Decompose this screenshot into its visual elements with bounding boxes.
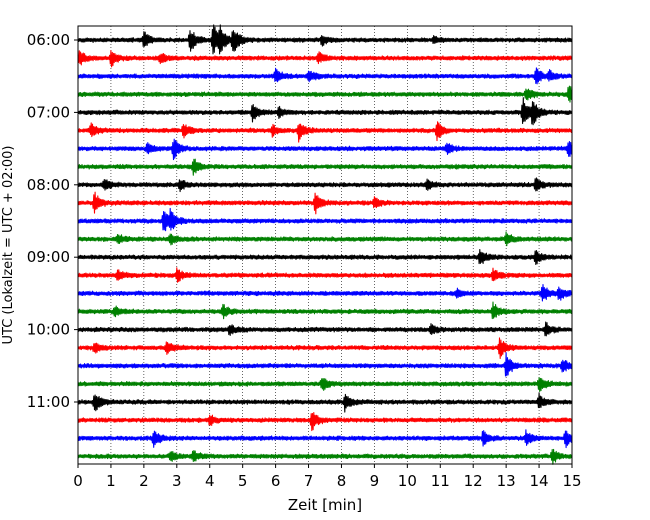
y-tick-label: 09:00 — [27, 248, 70, 266]
seismic-trace — [77, 448, 573, 465]
seismic-trace — [77, 231, 573, 247]
seismic-trace — [77, 24, 573, 55]
seismic-trace — [77, 85, 573, 103]
x-axis-label: Zeit [min] — [288, 496, 362, 514]
plot-frame — [77, 25, 573, 465]
seismic-trace — [77, 301, 573, 320]
seismic-trace — [77, 97, 573, 126]
x-tick-label: 9 — [370, 472, 380, 490]
seismic-trace — [77, 248, 573, 266]
seismic-trace — [77, 392, 573, 413]
y-tick-label: 10:00 — [27, 321, 70, 339]
y-tick-label: 07:00 — [27, 103, 70, 121]
seismic-trace — [77, 158, 573, 176]
y-tick-label: 11:00 — [27, 393, 70, 411]
x-tick-label: 7 — [304, 472, 314, 490]
x-tick-label: 2 — [139, 472, 149, 490]
x-tick-label: 15 — [562, 472, 581, 490]
seismic-trace — [77, 352, 573, 377]
y-tick-label: 08:00 — [27, 176, 70, 194]
y-axis: 06:00 07:00 08:00 09:00 10:00 11:00 — [27, 31, 78, 411]
seismic-trace — [77, 267, 573, 283]
x-tick-label: 6 — [271, 472, 281, 490]
trace-group — [77, 24, 573, 465]
x-tick-label: 1 — [106, 472, 116, 490]
seismic-trace — [77, 207, 573, 232]
y-tick-label: 06:00 — [27, 31, 70, 49]
x-tick-label: 4 — [205, 472, 215, 490]
x-tick-label: 14 — [530, 472, 549, 490]
x-tick-label: 11 — [431, 472, 450, 490]
vertical-grid — [110, 26, 540, 464]
seismic-trace — [77, 429, 573, 449]
seismic-trace — [77, 138, 573, 161]
seismic-trace — [77, 412, 573, 432]
seismic-trace — [77, 337, 573, 360]
x-tick-label: 3 — [172, 472, 182, 490]
x-tick-label: 8 — [337, 472, 347, 490]
seismic-trace — [77, 67, 573, 85]
seismic-trace — [77, 377, 573, 393]
seismic-trace — [77, 121, 573, 143]
seismic-trace — [77, 191, 573, 215]
x-tick-label: 12 — [464, 472, 483, 490]
y-axis-label: UTC (Lokalzeit = UTC + 02:00) — [1, 146, 16, 345]
seismic-trace — [77, 177, 573, 193]
x-tick-label: 5 — [238, 472, 248, 490]
x-tick-label: 13 — [497, 472, 516, 490]
x-tick-label: 10 — [398, 472, 417, 490]
x-axis: 0 1 2 3 4 5 6 7 8 9 10 11 12 13 14 15 — [73, 464, 582, 490]
seismic-trace — [77, 284, 573, 302]
seismic-trace — [77, 321, 573, 337]
x-tick-label: 0 — [73, 472, 83, 490]
seismic-trace — [77, 50, 573, 68]
